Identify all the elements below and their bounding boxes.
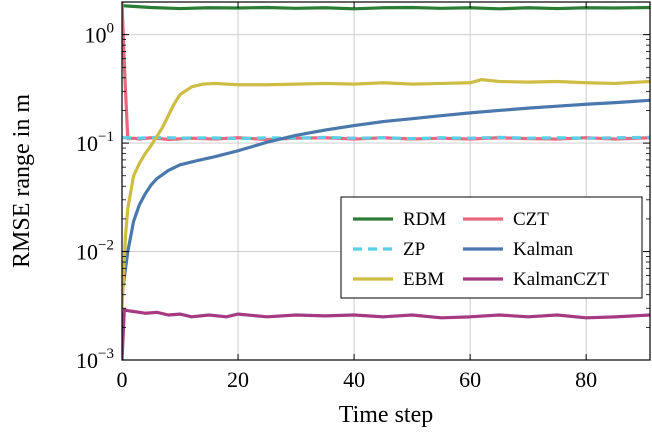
series-line-czt bbox=[122, 2, 650, 142]
x-tick-label: 80 bbox=[575, 367, 597, 392]
x-tick-labels: 0 20 40 60 80 bbox=[117, 367, 598, 392]
series-layer bbox=[122, 2, 650, 360]
legend-label: RDM bbox=[403, 209, 446, 230]
legend-label: EBM bbox=[403, 269, 444, 290]
x-axis-label: Time step bbox=[339, 402, 433, 428]
legend-label: CZT bbox=[513, 209, 549, 230]
series-line-zp bbox=[122, 135, 650, 141]
y-axis-label: RMSE range in m bbox=[9, 94, 35, 268]
legend-label: ZP bbox=[403, 239, 425, 260]
legend: RDM CZT ZP Kalman EBM KalmanCZT bbox=[340, 196, 643, 299]
x-tick-label: 0 bbox=[117, 367, 128, 392]
y-tick-label: 10−3 bbox=[76, 346, 114, 373]
ticks bbox=[121, 1, 650, 361]
series-line-kalman bbox=[122, 98, 650, 295]
grid bbox=[121, 2, 650, 361]
y-tick-labels: 10−3 10−2 10−1 100 bbox=[76, 21, 114, 373]
legend-label: Kalman bbox=[513, 239, 574, 260]
x-tick-label: 20 bbox=[227, 367, 249, 392]
y-tick-label: 10−1 bbox=[76, 129, 114, 156]
plot-frame bbox=[121, 1, 651, 361]
series-line-rdm bbox=[122, 4, 650, 11]
x-tick-label: 40 bbox=[343, 367, 365, 392]
series-line-kalmanczt bbox=[122, 308, 650, 360]
y-tick-label: 10−2 bbox=[76, 238, 114, 265]
legend-label: KalmanCZT bbox=[513, 269, 609, 290]
x-tick-label: 60 bbox=[459, 367, 481, 392]
series-line-ebm bbox=[122, 78, 650, 309]
y-tick-label: 100 bbox=[85, 21, 115, 48]
